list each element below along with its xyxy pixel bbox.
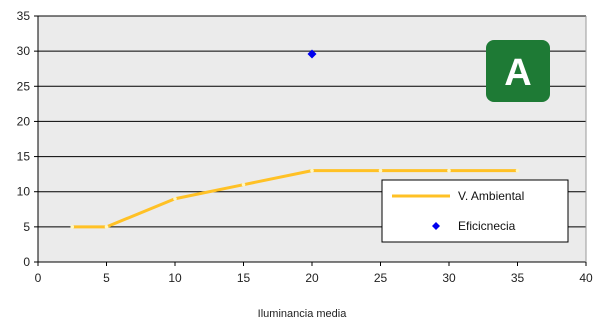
line-point — [70, 225, 75, 229]
badge-background — [486, 40, 550, 102]
x-tick-label: 15 — [237, 271, 251, 285]
x-tick-label: 0 — [35, 271, 42, 285]
y-tick-label: 30 — [17, 44, 31, 58]
line-point — [310, 168, 314, 173]
y-tick-label: 35 — [17, 9, 31, 23]
line-point — [104, 225, 109, 229]
legend-box — [381, 179, 569, 243]
legend-label-scatter: Eficicnecia — [458, 219, 516, 233]
line-point — [515, 168, 520, 173]
y-tick-label: 20 — [17, 114, 31, 128]
series-line-v-ambiental — [70, 169, 519, 229]
x-tick-label: 5 — [103, 271, 110, 285]
legend-swatch-diamond — [432, 222, 440, 230]
x-tick-label: 20 — [305, 271, 319, 285]
line-point — [241, 182, 246, 187]
legend: V. Ambiental Eficicnecia — [381, 179, 569, 243]
x-tick-label: 10 — [168, 271, 182, 285]
x-axis-ticks: 0 5 10 15 20 25 30 35 40 — [35, 262, 593, 285]
x-tick-label: 25 — [374, 271, 388, 285]
y-tick-label: 25 — [17, 79, 31, 93]
y-tick-label: 5 — [23, 220, 30, 234]
legend-label-line: V. Ambiental — [458, 189, 524, 203]
x-tick-label: 35 — [511, 271, 525, 285]
series-layer — [70, 49, 520, 229]
line-point — [378, 168, 383, 173]
y-tick-label: 10 — [17, 185, 31, 199]
y-tick-label: 15 — [17, 150, 31, 164]
y-tick-label: 0 — [23, 255, 30, 269]
category-badge: A — [486, 40, 550, 102]
line-point — [173, 196, 177, 201]
x-tick-label: 30 — [442, 271, 456, 285]
x-axis-label: Iluminancia media — [258, 308, 348, 320]
line-point — [447, 168, 451, 173]
badge-letter: A — [504, 52, 531, 94]
scatter-point-eficicnecia — [307, 49, 317, 59]
y-axis-ticks: 0 5 10 15 20 25 30 35 — [17, 9, 38, 269]
x-tick-label: 40 — [579, 271, 593, 285]
